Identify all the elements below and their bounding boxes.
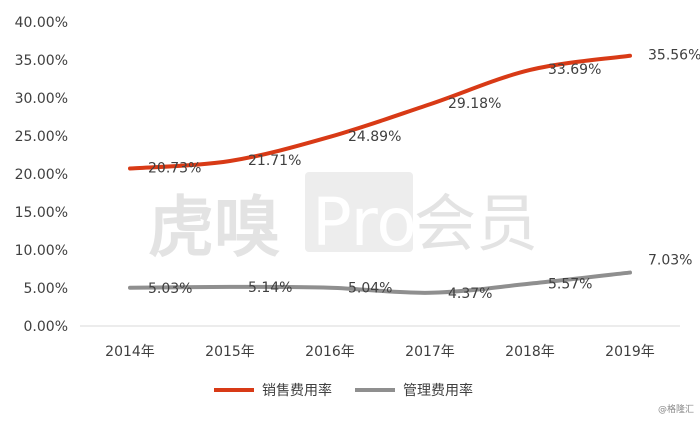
watermark-pro: Pro — [312, 184, 417, 261]
y-tick-label: 30.00% — [15, 91, 68, 107]
data-label: 5.14% — [248, 280, 292, 296]
data-label: 5.04% — [348, 281, 392, 297]
data-label: 7.03% — [648, 253, 692, 269]
y-tick-label: 40.00% — [15, 15, 68, 31]
data-label: 29.18% — [448, 96, 501, 112]
data-label: 5.03% — [148, 281, 192, 297]
y-tick-label: 20.00% — [15, 167, 68, 183]
y-tick-label: 35.00% — [15, 53, 68, 69]
y-tick-label: 10.00% — [15, 243, 68, 259]
legend-label-admin-expense-ratio: 管理费用率 — [403, 382, 473, 399]
data-label: 5.57% — [548, 277, 592, 293]
legend-label-sales-expense-ratio: 销售费用率 — [262, 382, 332, 399]
series-lines — [128, 53, 632, 295]
watermark: 虎嗅 Pro 会员 — [148, 172, 538, 266]
watermark-brand: 虎嗅 — [148, 189, 280, 266]
legend: 销售费用率 管理费用率 — [214, 382, 473, 399]
x-tick-label: 2016年 — [305, 344, 355, 360]
y-tick-label: 15.00% — [15, 205, 68, 221]
x-tick-label: 2015年 — [205, 344, 255, 360]
data-label: 33.69% — [548, 62, 601, 78]
y-tick-label: 0.00% — [24, 319, 68, 335]
sales-expense-ratio-line — [128, 53, 632, 171]
data-label: 4.37% — [448, 286, 492, 302]
x-tick-label: 2014年 — [105, 344, 155, 360]
source-credit: @格隆汇 — [658, 403, 694, 415]
data-label: 20.73% — [148, 160, 201, 176]
x-tick-label: 2019年 — [605, 344, 655, 360]
y-tick-label: 25.00% — [15, 129, 68, 145]
x-tick-label: 2018年 — [505, 344, 555, 360]
data-label: 24.89% — [348, 129, 401, 145]
admin-expense-ratio-line — [128, 270, 632, 295]
watermark-member: 会员 — [414, 187, 538, 260]
data-labels: 20.73% 21.71% 24.89% 29.18% 33.69% 35.56% 5.03… — [148, 48, 700, 302]
axes: 0.00% 5.00% 10.00% 15.00% 20.00% 25.00% 30.00%… — [15, 15, 680, 360]
data-label: 35.56% — [648, 48, 700, 64]
data-label: 21.71% — [248, 153, 301, 169]
x-tick-label: 2017年 — [405, 344, 455, 360]
watermark-pro-box — [305, 172, 413, 252]
y-tick-label: 5.00% — [24, 281, 68, 297]
